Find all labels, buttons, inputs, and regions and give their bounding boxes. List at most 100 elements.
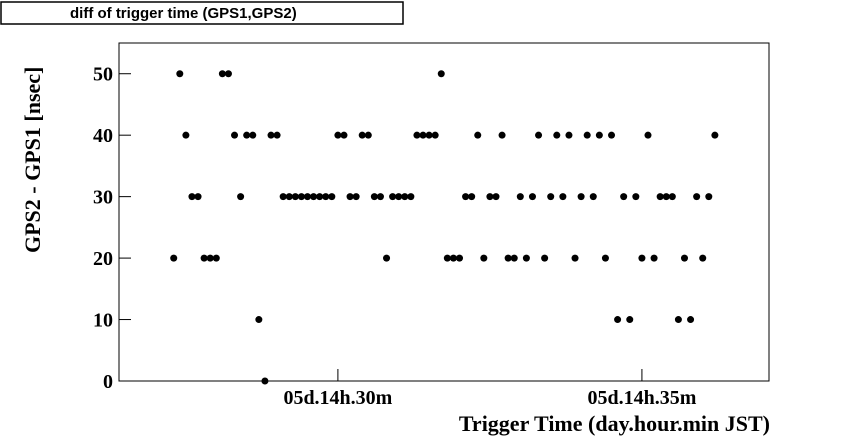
point bbox=[358, 131, 366, 139]
point bbox=[638, 254, 646, 262]
point bbox=[632, 193, 640, 201]
y-tick-label: 40 bbox=[93, 125, 113, 147]
point bbox=[620, 193, 628, 201]
y-tick-label: 10 bbox=[93, 310, 113, 332]
point bbox=[194, 193, 202, 201]
point bbox=[547, 193, 555, 201]
point bbox=[389, 193, 397, 201]
point bbox=[340, 131, 348, 139]
point bbox=[589, 193, 597, 201]
point bbox=[674, 316, 682, 324]
point bbox=[303, 193, 311, 201]
x-tick-label: 05d.14h.30m bbox=[283, 387, 392, 409]
y-tick-label: 50 bbox=[93, 64, 113, 86]
point bbox=[565, 131, 573, 139]
point bbox=[504, 254, 512, 262]
point bbox=[419, 131, 427, 139]
point bbox=[413, 131, 421, 139]
point bbox=[310, 193, 318, 201]
point bbox=[334, 131, 342, 139]
point bbox=[528, 193, 536, 201]
point bbox=[462, 193, 470, 201]
point bbox=[650, 254, 658, 262]
point bbox=[480, 254, 488, 262]
point bbox=[352, 193, 360, 201]
y-tick-label: 30 bbox=[93, 187, 113, 209]
point bbox=[510, 254, 518, 262]
point bbox=[699, 254, 707, 262]
y-tick-label: 20 bbox=[93, 248, 113, 270]
point bbox=[468, 193, 476, 201]
point bbox=[437, 70, 445, 78]
point bbox=[711, 131, 719, 139]
point bbox=[328, 193, 336, 201]
point bbox=[231, 131, 239, 139]
point bbox=[285, 193, 293, 201]
point bbox=[255, 316, 263, 324]
point bbox=[449, 254, 457, 262]
point bbox=[395, 193, 403, 201]
plot-frame bbox=[118, 42, 770, 382]
point bbox=[492, 193, 500, 201]
point bbox=[346, 193, 354, 201]
point bbox=[170, 254, 178, 262]
y-tick-label: 0 bbox=[103, 371, 113, 393]
point bbox=[456, 254, 464, 262]
point bbox=[267, 131, 275, 139]
point bbox=[571, 254, 579, 262]
point bbox=[206, 254, 214, 262]
point bbox=[626, 316, 634, 324]
point bbox=[297, 193, 305, 201]
point bbox=[516, 193, 524, 201]
point bbox=[656, 193, 664, 201]
point bbox=[261, 377, 269, 385]
point bbox=[595, 131, 603, 139]
point bbox=[535, 131, 543, 139]
point bbox=[443, 254, 451, 262]
point bbox=[486, 193, 494, 201]
point bbox=[224, 70, 232, 78]
point bbox=[687, 316, 695, 324]
point bbox=[322, 193, 330, 201]
point bbox=[553, 131, 561, 139]
point bbox=[182, 131, 190, 139]
point bbox=[541, 254, 549, 262]
point bbox=[668, 193, 676, 201]
point bbox=[237, 193, 245, 201]
title-box bbox=[0, 1, 404, 25]
point bbox=[644, 131, 652, 139]
point bbox=[249, 131, 257, 139]
point bbox=[376, 193, 384, 201]
point bbox=[218, 70, 226, 78]
point bbox=[364, 131, 372, 139]
y-axis-label: GPS2 - GPS1 [nsec] bbox=[20, 67, 45, 253]
point bbox=[577, 193, 585, 201]
point bbox=[705, 193, 713, 201]
point bbox=[680, 254, 688, 262]
point bbox=[662, 193, 670, 201]
point bbox=[200, 254, 208, 262]
point bbox=[383, 254, 391, 262]
point bbox=[583, 131, 591, 139]
point bbox=[316, 193, 324, 201]
point bbox=[279, 193, 287, 201]
point bbox=[498, 131, 506, 139]
point bbox=[188, 193, 196, 201]
point bbox=[425, 131, 433, 139]
point bbox=[291, 193, 299, 201]
point bbox=[601, 254, 609, 262]
point bbox=[407, 193, 415, 201]
point bbox=[559, 193, 567, 201]
point bbox=[522, 254, 530, 262]
point bbox=[431, 131, 439, 139]
x-tick-label: 05d.14h.35m bbox=[587, 387, 696, 409]
point bbox=[474, 131, 482, 139]
point bbox=[243, 131, 251, 139]
point bbox=[608, 131, 616, 139]
point bbox=[212, 254, 220, 262]
point bbox=[614, 316, 622, 324]
point bbox=[401, 193, 409, 201]
point bbox=[370, 193, 378, 201]
point bbox=[176, 70, 184, 78]
